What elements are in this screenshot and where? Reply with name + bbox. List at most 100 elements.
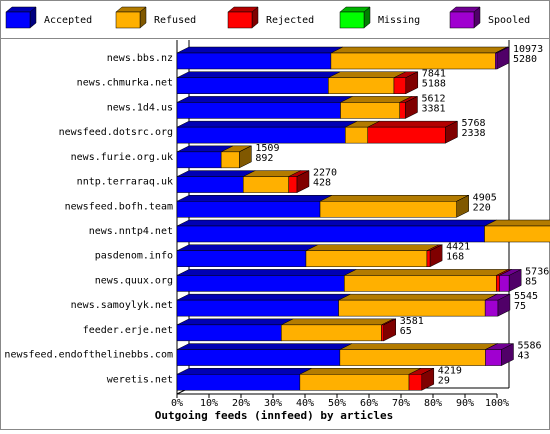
bar-top (299, 368, 422, 375)
bar (399, 102, 406, 119)
bar-top (176, 269, 357, 276)
offered-label: 5586 (517, 341, 541, 352)
x-tick-label: 100% (485, 398, 509, 409)
bar-top (281, 318, 394, 326)
bar (330, 52, 496, 70)
bar-side (405, 96, 418, 119)
x-tick-label: 70% (392, 398, 410, 409)
bar (499, 275, 510, 292)
bar (340, 102, 400, 119)
offered-label: 5736 (525, 266, 549, 277)
offered-label: 7841 (422, 69, 446, 80)
legend-label: Refused (154, 15, 196, 26)
bar-side (508, 269, 522, 292)
accepted-label: 75 (514, 301, 526, 312)
bar (176, 225, 485, 243)
legend-label: Accepted (44, 15, 92, 26)
category-label: news.nntp4.net (89, 226, 173, 237)
bar-top (367, 120, 458, 128)
x-tick-label: 50% (328, 398, 346, 409)
accepted-label: 29 (438, 375, 450, 386)
accepted-label: 85 (525, 276, 537, 287)
bar-top (330, 46, 508, 54)
bar-side (383, 318, 396, 342)
bar-side (456, 194, 469, 218)
chart-title: Outgoing feeds (innfeed) by articles (155, 409, 393, 422)
offered-label: 4421 (446, 242, 470, 253)
accepted-label: 65 (400, 326, 412, 337)
bar (345, 126, 368, 144)
accepted-label: 168 (446, 252, 464, 263)
accepted-label: 5280 (513, 54, 537, 65)
legend-swatch (339, 11, 365, 29)
bar-top (176, 120, 358, 128)
category-label: newsfeed.bofh.team (65, 201, 173, 212)
category-label: news.bbs.nz (107, 53, 173, 64)
category-label: news.samoylyk.net (71, 300, 173, 311)
category-label: feeder.erje.net (83, 325, 173, 336)
accepted-label: 220 (473, 202, 491, 213)
bar (176, 151, 222, 169)
offered-label: 5545 (514, 291, 538, 302)
bar-side (445, 120, 458, 144)
bar (176, 324, 282, 342)
legend-label: Missing (378, 15, 420, 26)
bar (367, 126, 446, 144)
bar-top (176, 293, 351, 301)
bar-top (176, 96, 353, 103)
bar (328, 77, 395, 94)
legend-label: Rejected (266, 15, 314, 26)
category-label: news.furie.org.uk (71, 152, 173, 163)
bar (496, 275, 500, 292)
legend-swatch (115, 11, 141, 29)
x-tick-label: 90% (456, 398, 474, 409)
bar (242, 176, 289, 193)
bar (176, 201, 321, 218)
bar (299, 374, 410, 391)
offered-label: 5612 (421, 93, 445, 104)
offered-label: 1509 (255, 143, 279, 154)
bar-top (328, 71, 407, 78)
x-tick-label: 40% (296, 398, 314, 409)
bar (426, 250, 431, 267)
legend-swatch (5, 11, 31, 29)
offered-label: 4219 (438, 365, 462, 376)
category-label: weretis.net (107, 374, 173, 385)
bar-top (484, 219, 550, 227)
x-tick-label: 20% (232, 398, 250, 409)
bar (408, 374, 423, 391)
bar (176, 52, 332, 70)
bar (220, 151, 240, 169)
bar-side (405, 71, 419, 95)
accepted-label: 892 (255, 153, 273, 164)
bar-top (176, 71, 341, 78)
bar (484, 299, 499, 317)
category-label: newsfeed.dotsrc.org (59, 127, 173, 138)
bar (281, 324, 382, 342)
bar (176, 349, 341, 366)
bar (319, 201, 457, 218)
legend-swatch (227, 11, 253, 29)
offered-label: 5768 (461, 118, 485, 129)
category-label: news.quux.org (95, 275, 173, 286)
bar (176, 126, 346, 144)
bar-top (338, 293, 498, 301)
accepted-label: 3381 (421, 103, 445, 114)
category-label: news.1d4.us (107, 102, 173, 113)
bar-top (176, 318, 294, 326)
bar (344, 275, 497, 292)
bar-side (501, 343, 514, 366)
legend-label: Spooled (488, 15, 530, 26)
x-tick-label: 60% (360, 398, 378, 409)
bar-top (339, 343, 498, 350)
bar (288, 176, 298, 193)
bar (176, 250, 307, 267)
bar-top (176, 343, 352, 350)
bar (176, 299, 339, 317)
accepted-label: 428 (313, 178, 331, 189)
category-label: news.chmurka.net (77, 78, 173, 89)
bar-side (421, 367, 435, 391)
offered-label: 3581 (400, 316, 424, 327)
bar-side (429, 244, 443, 268)
